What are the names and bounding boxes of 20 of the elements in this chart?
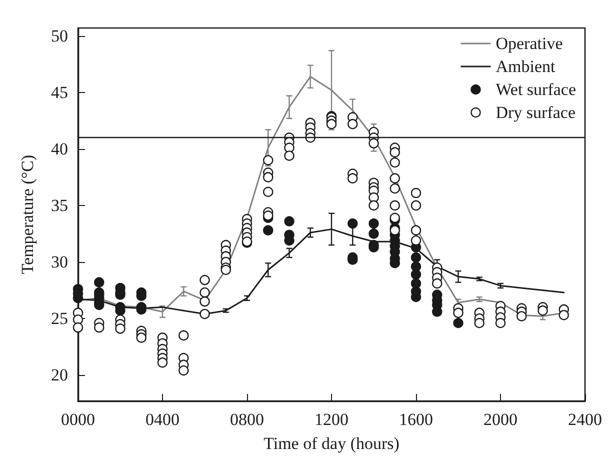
x-tick-label: 0400 — [146, 410, 180, 429]
x-tick-label: 0800 — [230, 410, 264, 429]
y-tick-label: 30 — [51, 252, 68, 272]
x-tick-label: 0000 — [61, 410, 95, 429]
y-axis-title: Temperature (°C) — [18, 154, 37, 274]
legend-label: Wet surface — [496, 80, 576, 99]
x-tick-label: 2000 — [484, 410, 518, 429]
legend-label: Ambient — [496, 57, 556, 76]
x-tick-label: 1600 — [399, 410, 433, 429]
x-axis-title: Time of day (hours) — [264, 434, 400, 453]
y-tick-label: 35 — [51, 196, 68, 215]
y-tick-label: 50 — [51, 26, 68, 46]
y-tick-label: 45 — [51, 82, 68, 102]
y-tick-label: 20 — [51, 366, 68, 385]
x-tick-label: 2400 — [568, 410, 602, 429]
x-tick-label: 1200 — [314, 410, 348, 429]
legend-label: Operative — [496, 34, 563, 53]
y-tick-label: 40 — [51, 139, 68, 158]
y-tick-label: 25 — [51, 308, 68, 328]
legend-label: Dry surface — [496, 103, 576, 122]
